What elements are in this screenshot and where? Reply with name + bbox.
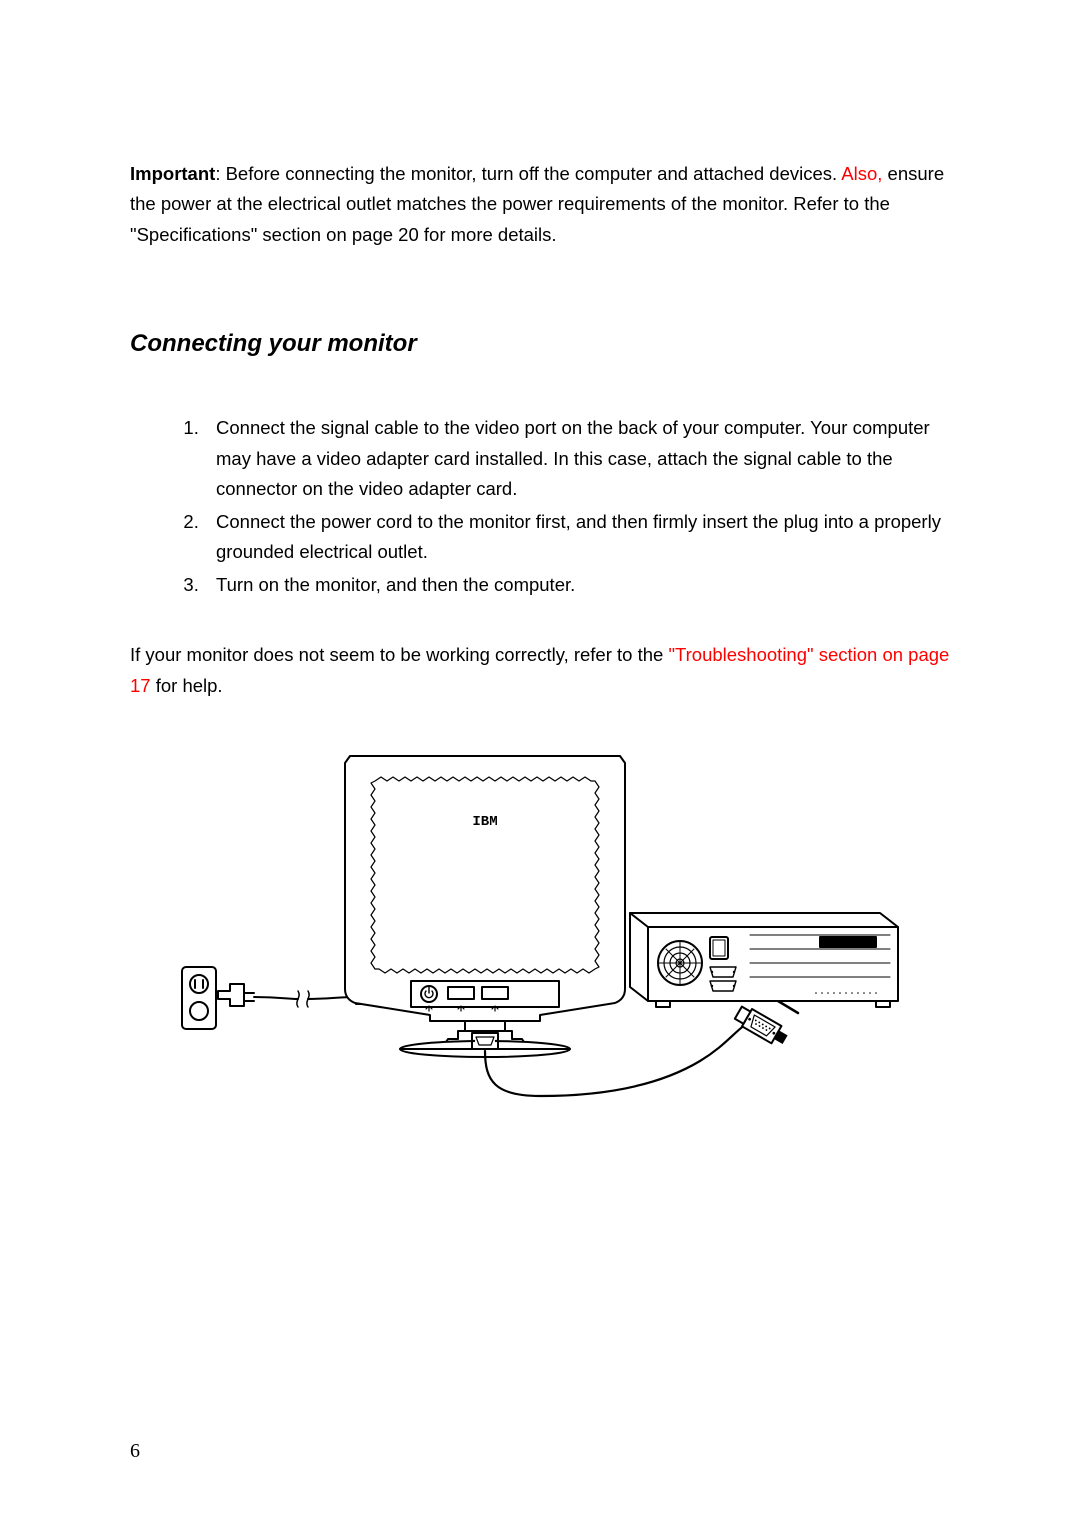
monitor-label: IBM [472,814,497,830]
important-label: Important [130,163,215,184]
desktop-pc-icon [630,913,898,1007]
power-plug-icon [218,984,254,1006]
steps-list: Connect the signal cable to the video po… [130,413,950,600]
wall-outlet-icon [182,967,216,1029]
step-item: Connect the power cord to the monitor fi… [204,507,950,568]
closing-after-red: for help. [151,675,223,696]
vga-plug-icon [733,1004,790,1048]
intro-red: Also, [841,163,882,184]
section-heading: Connecting your monitor [130,330,950,358]
connection-diagram: IBM [180,741,900,1111]
intro-before-red: : Before connecting the monitor, turn of… [215,163,841,184]
intro-paragraph: Important: Before connecting the monitor… [130,159,950,251]
closing-before-red: If your monitor does not seem to be work… [130,644,668,665]
closing-paragraph: If your monitor does not seem to be work… [130,640,950,701]
step-item: Connect the signal cable to the video po… [204,413,950,505]
monitor-icon: IBM [345,756,625,1057]
page-number: 6 [130,1440,140,1463]
step-item: Turn on the monitor, and then the comput… [204,570,950,601]
